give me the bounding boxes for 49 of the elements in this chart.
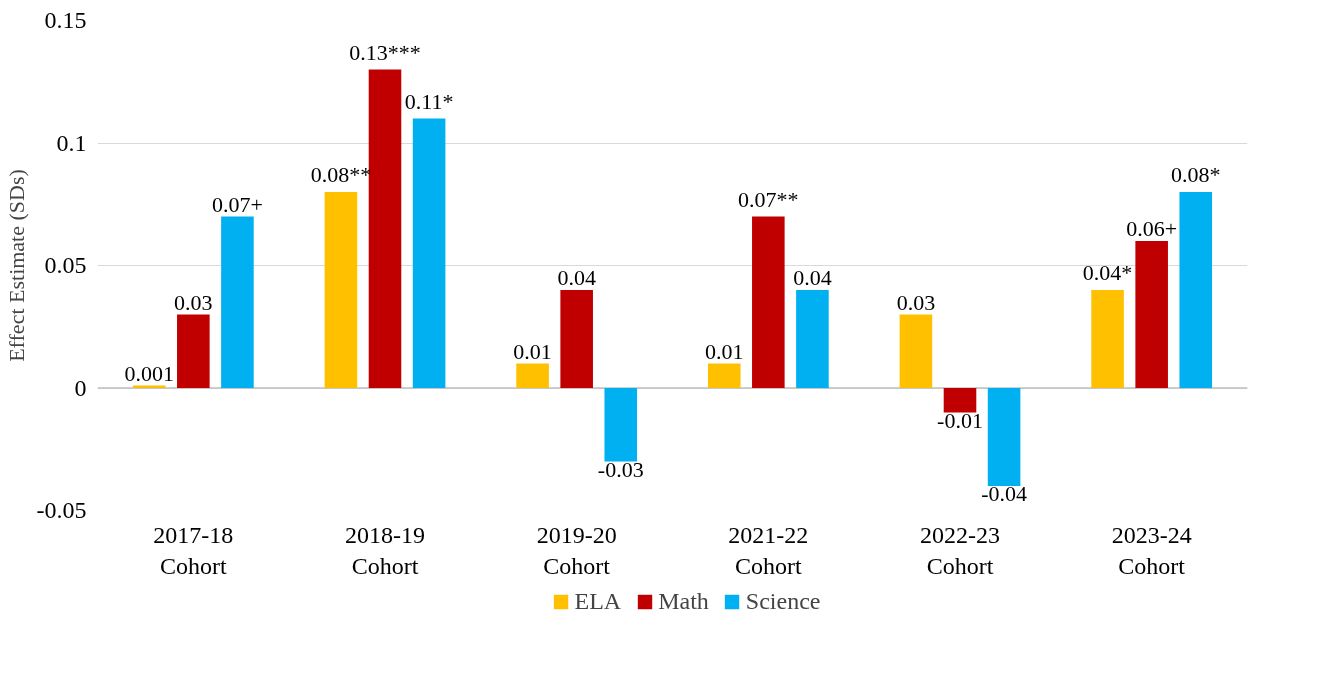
bar (796, 290, 829, 388)
bar (1135, 241, 1168, 388)
data-label: -0.03 (597, 456, 644, 482)
bar (516, 363, 549, 388)
data-label: 0.11* (404, 88, 454, 114)
data-label: 0.04 (557, 265, 596, 290)
x-tick-label: 2021-22 Cohort (728, 521, 809, 579)
data-label: 0.13*** (349, 39, 421, 65)
data-label: 0.03 (896, 289, 936, 315)
data-label: 0.04* (1082, 260, 1133, 285)
data-label: 0.01 (513, 338, 552, 364)
y-tick-label: 0.05 (44, 252, 87, 278)
x-tick-label: 2017-18 Cohort (153, 521, 234, 579)
data-label: 0.07** (738, 186, 799, 212)
bar (943, 388, 977, 413)
y-tick-label: -0.05 (36, 497, 87, 523)
x-tick-label: 2023-24 Cohort (1111, 521, 1192, 579)
legend-label: ELA (574, 587, 622, 615)
bar (1179, 192, 1213, 388)
data-label: 0.04 (793, 265, 832, 290)
bar (707, 363, 741, 388)
data-label: -0.01 (937, 407, 983, 433)
data-label: 0.06+ (1126, 216, 1178, 241)
bar (221, 216, 254, 388)
bar (1091, 290, 1124, 388)
bar (560, 290, 593, 388)
bar (177, 314, 210, 388)
bar (752, 216, 785, 388)
data-label: 0.03 (174, 289, 213, 315)
bar (899, 314, 933, 388)
y-axis-title: Effect Estimate (SDs) (3, 169, 29, 362)
x-tick-label: 2022-23 Cohort (920, 521, 1000, 579)
bar (412, 118, 446, 388)
legend-label: Math (658, 587, 709, 615)
x-tick-label: 2019-20 Cohort (536, 521, 617, 579)
data-label: -0.04 (981, 481, 1027, 506)
bar (987, 388, 1021, 486)
legend-label: Science (745, 587, 821, 615)
y-tick-label: 0.1 (56, 129, 87, 156)
data-label: 0.001 (124, 360, 174, 386)
data-label: 0.08* (1171, 162, 1221, 187)
y-tick-label: 0.15 (44, 7, 87, 33)
bar (324, 192, 358, 388)
bar (368, 69, 402, 388)
data-label: 0.07+ (211, 191, 263, 217)
x-tick-label: 2018-19 Cohort (345, 521, 425, 579)
y-tick-label: 0 (74, 374, 87, 401)
data-label: 0.01 (705, 338, 744, 364)
bar (604, 388, 638, 462)
